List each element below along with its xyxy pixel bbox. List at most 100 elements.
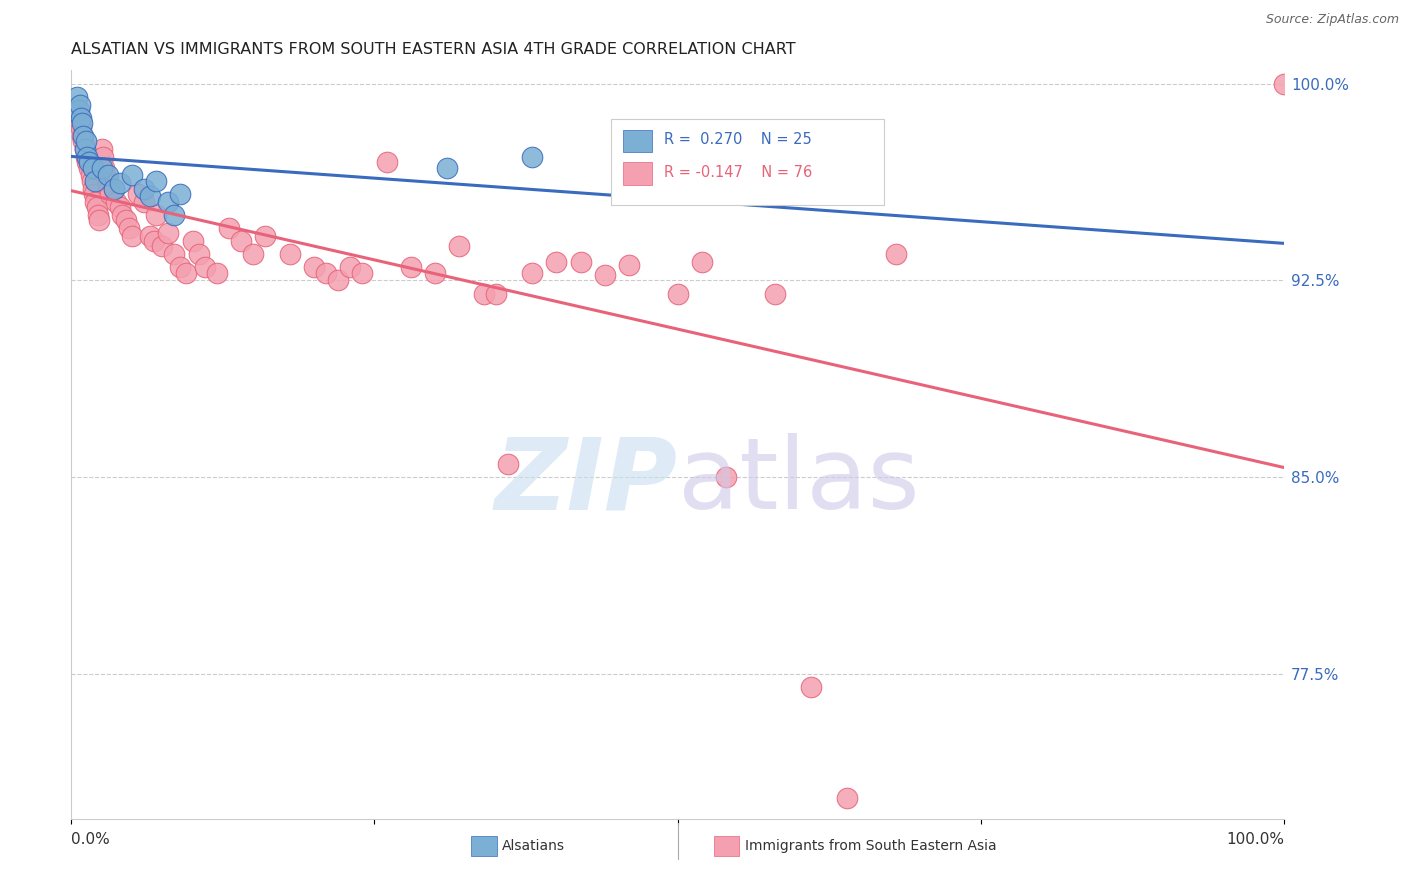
Point [763,286,786,301]
Point [87,208,110,222]
Point [93,161,115,175]
Point [714,470,737,484]
Point [520,266,543,280]
Point [98,186,121,201]
Point [375,155,398,169]
Point [97,177,120,191]
Point [108,200,131,214]
Text: R = -0.147    N = 76: R = -0.147 N = 76 [664,165,813,179]
Point [229,234,252,248]
Text: Immigrants from South Eastern Asia: Immigrants from South Eastern Asia [745,839,997,854]
Point [176,266,198,280]
Point [86,200,108,214]
Point [205,266,228,280]
Point [79,155,101,169]
Point [108,177,131,191]
Point [254,228,277,243]
Point [423,266,446,280]
Text: 100.0%: 100.0% [1226,832,1284,847]
Point [127,186,149,201]
Text: Alsatians: Alsatians [502,839,565,854]
Text: Source: ZipAtlas.com: Source: ZipAtlas.com [1265,13,1399,27]
Point [593,268,616,283]
Point [194,260,217,275]
Point [69,97,91,112]
Point [80,174,103,188]
Point [546,255,568,269]
Point [90,142,112,156]
Point [73,142,96,156]
Text: 0.0%: 0.0% [72,832,110,847]
Point [472,286,495,301]
Point [111,208,134,222]
Point [114,213,136,227]
Point [97,181,120,195]
FancyBboxPatch shape [623,129,652,152]
Point [242,247,264,261]
Point [82,161,104,175]
Point [187,247,209,261]
Point [278,247,301,261]
Point [118,221,141,235]
Point [75,150,97,164]
Point [145,208,167,222]
Point [79,169,101,183]
Point [157,194,180,209]
Point [666,286,689,301]
Point [105,194,128,209]
Text: R =  0.270    N = 25: R = 0.270 N = 25 [664,132,813,147]
Point [121,169,143,183]
Point [302,260,325,275]
Point [132,194,155,209]
Point [800,681,823,695]
Point [315,266,337,280]
Point [89,213,111,227]
Point [139,228,162,243]
Point [181,234,204,248]
Text: ALSATIAN VS IMMIGRANTS FROM SOUTH EASTERN ASIA 4TH GRADE CORRELATION CHART: ALSATIAN VS IMMIGRANTS FROM SOUTH EASTER… [72,42,796,57]
Point [66,89,89,103]
Point [103,181,125,195]
Point [103,181,125,195]
Point [150,239,173,253]
Point [82,181,104,195]
Point [436,161,458,175]
Point [76,150,98,164]
Point [485,286,508,301]
Point [169,260,191,275]
Point [1272,77,1295,91]
Point [163,247,186,261]
Point [218,221,240,235]
Point [142,234,165,248]
Point [84,174,107,188]
Point [339,260,361,275]
Point [496,457,519,471]
Point [352,266,374,280]
Point [66,103,89,117]
Point [91,150,114,164]
Point [94,169,117,183]
Point [139,189,162,203]
Text: atlas: atlas [678,434,920,531]
Point [884,247,907,261]
Point [449,239,471,253]
Point [70,129,93,144]
Point [84,194,107,209]
Point [70,121,93,136]
Point [83,186,105,201]
Point [70,111,93,125]
Point [90,161,112,175]
Point [169,186,191,201]
Point [79,161,101,175]
Point [145,174,167,188]
Point [69,116,91,130]
Point [67,108,90,122]
Point [163,208,186,222]
Point [121,228,143,243]
FancyBboxPatch shape [623,162,652,185]
Point [690,255,713,269]
Point [67,103,90,117]
Point [326,273,349,287]
Point [617,258,640,272]
Point [132,181,155,195]
